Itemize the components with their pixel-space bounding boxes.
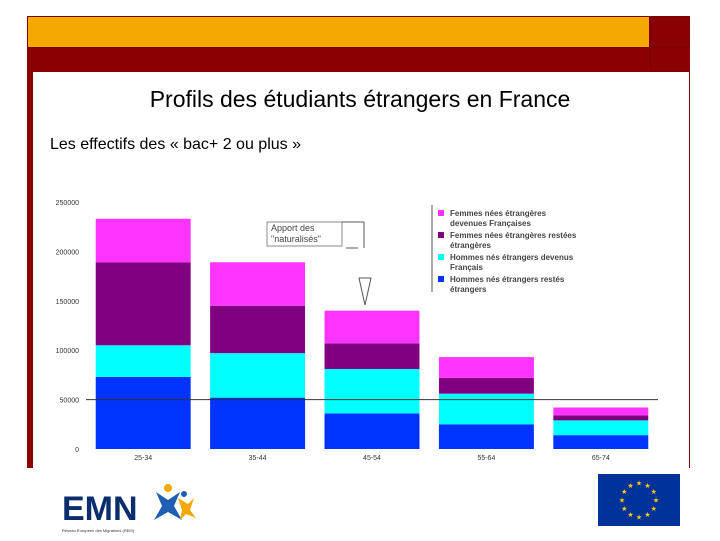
legend-label: Hommes nés étrangers restés xyxy=(450,275,565,284)
annotation-box xyxy=(266,221,343,247)
emn-wordmark: EMN xyxy=(62,490,138,528)
annotation-line-2: "naturalisés" xyxy=(271,234,321,244)
bar-segment xyxy=(324,343,420,369)
bar-segment xyxy=(210,262,306,306)
bar-segment xyxy=(95,376,191,449)
eu-star: ★ xyxy=(636,480,642,488)
legend-label: Femmes nées étrangères xyxy=(450,209,547,218)
x-tick-label: 25-34 xyxy=(134,455,152,462)
legend-label: devenues Françaises xyxy=(450,219,531,228)
y-tick-label: 50000 xyxy=(60,398,80,405)
legend-label: Français xyxy=(450,263,483,272)
eu-star: ★ xyxy=(627,482,633,490)
eu-star: ★ xyxy=(644,482,650,490)
bar-segment xyxy=(553,407,649,416)
eu-star: ★ xyxy=(627,511,633,519)
frame-top-band xyxy=(33,48,690,72)
bar-segment xyxy=(553,420,649,436)
annotation-arrow xyxy=(358,277,372,306)
bar-segment xyxy=(210,397,306,449)
annotation-line-1: Apport des xyxy=(271,223,315,233)
bar-segment xyxy=(438,424,534,449)
bar-segment xyxy=(210,353,306,398)
bar-segment xyxy=(324,310,420,344)
bar-segment xyxy=(95,262,191,346)
eu-star: ★ xyxy=(621,488,627,496)
x-tick-label: 65-74 xyxy=(592,455,610,462)
eu-star: ★ xyxy=(621,505,627,513)
eu-flag: ★ ★ ★ ★ ★ ★ ★ ★ ★ ★ ★ ★ xyxy=(598,474,680,526)
header-bar xyxy=(27,16,650,48)
bar-segment xyxy=(324,368,420,414)
bar-segment xyxy=(553,435,649,449)
x-axis: 25-34 35-44 45-54 55-64 65-74 xyxy=(134,455,610,462)
bar-segment xyxy=(95,218,191,263)
bar-segment xyxy=(553,415,649,421)
eu-flag-background xyxy=(598,474,680,526)
slide-title: Profils des étudiants étrangers en Franc… xyxy=(149,86,571,112)
emn-logo: EMN Réseau Européen des Migrations (REM) xyxy=(44,470,208,536)
header-corner-block xyxy=(650,16,690,48)
legend-label: étrangers xyxy=(450,285,487,294)
legend-swatch xyxy=(438,254,444,260)
emn-caption: Réseau Européen des Migrations (REM) xyxy=(62,528,135,533)
y-tick-label: 0 xyxy=(75,447,79,454)
y-tick-label: 150000 xyxy=(56,299,79,306)
x-tick-label: 35-44 xyxy=(249,455,267,462)
eu-star: ★ xyxy=(651,488,657,496)
y-tick-label: 250000 xyxy=(56,200,79,207)
frame-corner-line xyxy=(650,48,690,72)
bar-segment xyxy=(95,345,191,377)
eu-star: ★ xyxy=(651,505,657,513)
legend-label: Femmes nées étrangères restées xyxy=(450,231,577,240)
bar-segment xyxy=(324,413,420,449)
legend-label: Hommes nés étrangers devenus xyxy=(450,253,574,262)
eu-stars-icon: ★ ★★★★★★★★★★★ xyxy=(619,480,659,522)
y-tick-label: 200000 xyxy=(56,249,79,256)
eu-star: ★ xyxy=(653,497,659,505)
bar-segment xyxy=(210,305,306,354)
legend-swatch xyxy=(438,210,444,216)
emn-figures-icon xyxy=(154,484,196,520)
x-tick-label: 55-64 xyxy=(477,455,495,462)
bar-segment xyxy=(438,393,534,425)
eu-star: ★ xyxy=(636,514,642,522)
legend-label: étrangères xyxy=(450,241,491,250)
frame-left-band xyxy=(27,48,33,468)
bar-segment xyxy=(438,357,534,378)
bar-segment xyxy=(438,377,534,394)
slide-subtitle: Les effectifs des « bac+ 2 ou plus » xyxy=(50,136,301,153)
x-tick-label: 45-54 xyxy=(363,455,381,462)
legend-swatch xyxy=(438,232,444,238)
bars xyxy=(86,218,658,449)
y-tick-label: 100000 xyxy=(56,348,79,355)
eu-star: ★ xyxy=(619,497,625,505)
y-axis: 0 50000 100000 150000 200000 250000 xyxy=(56,200,79,454)
annotation-callout: Apport des "naturalisés" xyxy=(266,221,372,306)
legend-swatch xyxy=(438,276,444,282)
eu-star: ★ xyxy=(644,511,650,519)
